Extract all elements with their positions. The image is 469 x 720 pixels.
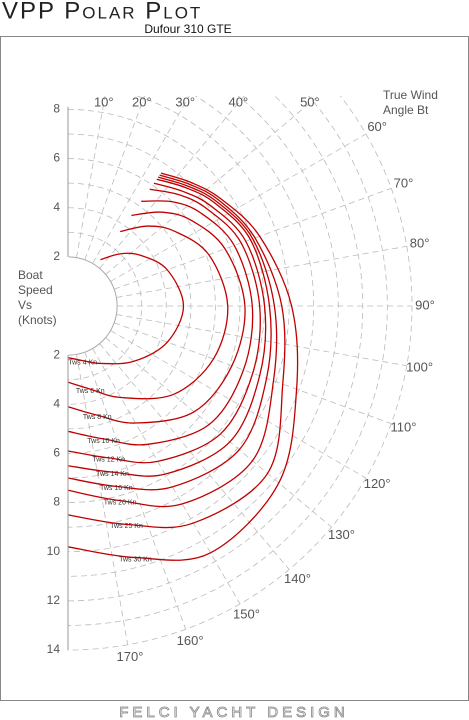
polar-curve [67,176,278,508]
x-tick-label: 110° [391,420,417,435]
grid-line [99,96,245,269]
series-label: Tws 14 Kn [96,471,129,478]
x-tick-label: 100° [406,359,433,374]
polar-curve [67,174,286,529]
y-axis-label: Speed [18,283,53,297]
footer: FELCI YACHT DESIGN [119,704,349,720]
x-tick-label: 60° [367,119,387,134]
grid-line [84,352,187,630]
grid-line [84,96,145,260]
x-tick-label: 70° [394,175,414,190]
y-tick-label: 6 [53,446,60,460]
grid-circle [68,96,315,553]
grid-line [105,96,319,275]
chart-subtitle: Dufour 310 GTE [144,22,231,36]
x-tick-label: 50° [300,94,320,109]
y-axis-label: (Knots) [18,313,57,327]
x-tick-label: 130° [328,527,355,542]
polar-curve [67,200,254,446]
x-tick-label: 160° [177,633,204,648]
y-tick-label: 10 [47,544,61,558]
x-tick-label: 30° [175,94,195,109]
x-tick-label: 120° [364,476,391,491]
y-tick-label: 2 [53,347,60,361]
x-tick-label: 80° [410,235,430,250]
labels: 2 2 4 4 6 6 8 8 10 12 14 10° 20° 30° 40° 50° 60° 70° 80° 90… [18,88,438,664]
x-tick-label: 140° [284,571,311,586]
grid-line [99,343,290,570]
y-tick-label: 12 [47,593,61,607]
x-tick-label: 40° [229,94,249,109]
grid-line [92,348,241,605]
grid-line [110,133,367,282]
minor-grid-circle [68,96,388,626]
series-label: Tws 8 Kn [83,414,112,421]
x-tick-label: 150° [233,607,260,622]
grid-line [76,354,129,645]
y-axis-label: Vs [18,298,32,312]
y-tick-label: 14 [47,642,61,656]
x-axis-label: Angle Bt [383,103,429,117]
x-tick-label: 90° [415,297,435,312]
polar-curve [67,172,299,561]
x-tick-label: 10° [94,94,114,109]
grid-line [114,322,392,425]
series-label: Tws 12 Kn [92,457,125,464]
y-tick-label: 8 [53,102,60,116]
grid-circle [68,109,265,503]
polar-curve [67,252,185,365]
inner-circle [68,256,118,356]
grid-line [105,337,332,528]
y-tick-label: 4 [53,396,60,410]
grid-line [76,96,106,258]
y-axis-label: Boat [18,268,43,282]
polar-curve [67,178,272,491]
curves [67,172,299,561]
series-label: Tws 4 Kn [68,359,97,366]
x-axis-label: True Wind [383,88,438,102]
series-label: Tws 16 Kn [100,485,133,492]
chart-title: VPP Polar Plot [2,0,202,24]
grid-line [116,314,407,367]
grid-line [116,245,407,298]
series-label: Tws 10 Kn [87,438,120,445]
y-tick-label: 2 [53,249,60,263]
grid-line [114,187,392,290]
grid-circle [68,158,216,454]
y-tick-label: 6 [53,151,60,165]
grid-circle [68,207,167,405]
y-tick-label: 4 [53,200,60,214]
polar-curve [67,225,229,400]
series-label: Tws 30 Kn [119,556,152,563]
series-label: Tws 6 Kn [76,388,105,395]
polar-curve [67,211,246,424]
series-label: Tws 20 Kn [104,499,137,506]
polar-curve [67,182,267,477]
y-tick-label: 8 [53,495,60,509]
x-tick-label: 170° [117,649,144,664]
polar-curve [67,188,261,464]
grid [68,96,413,651]
grid-line [110,330,367,479]
series-label: Tws 25 Kn [110,523,143,530]
x-tick-label: 20° [132,94,152,109]
